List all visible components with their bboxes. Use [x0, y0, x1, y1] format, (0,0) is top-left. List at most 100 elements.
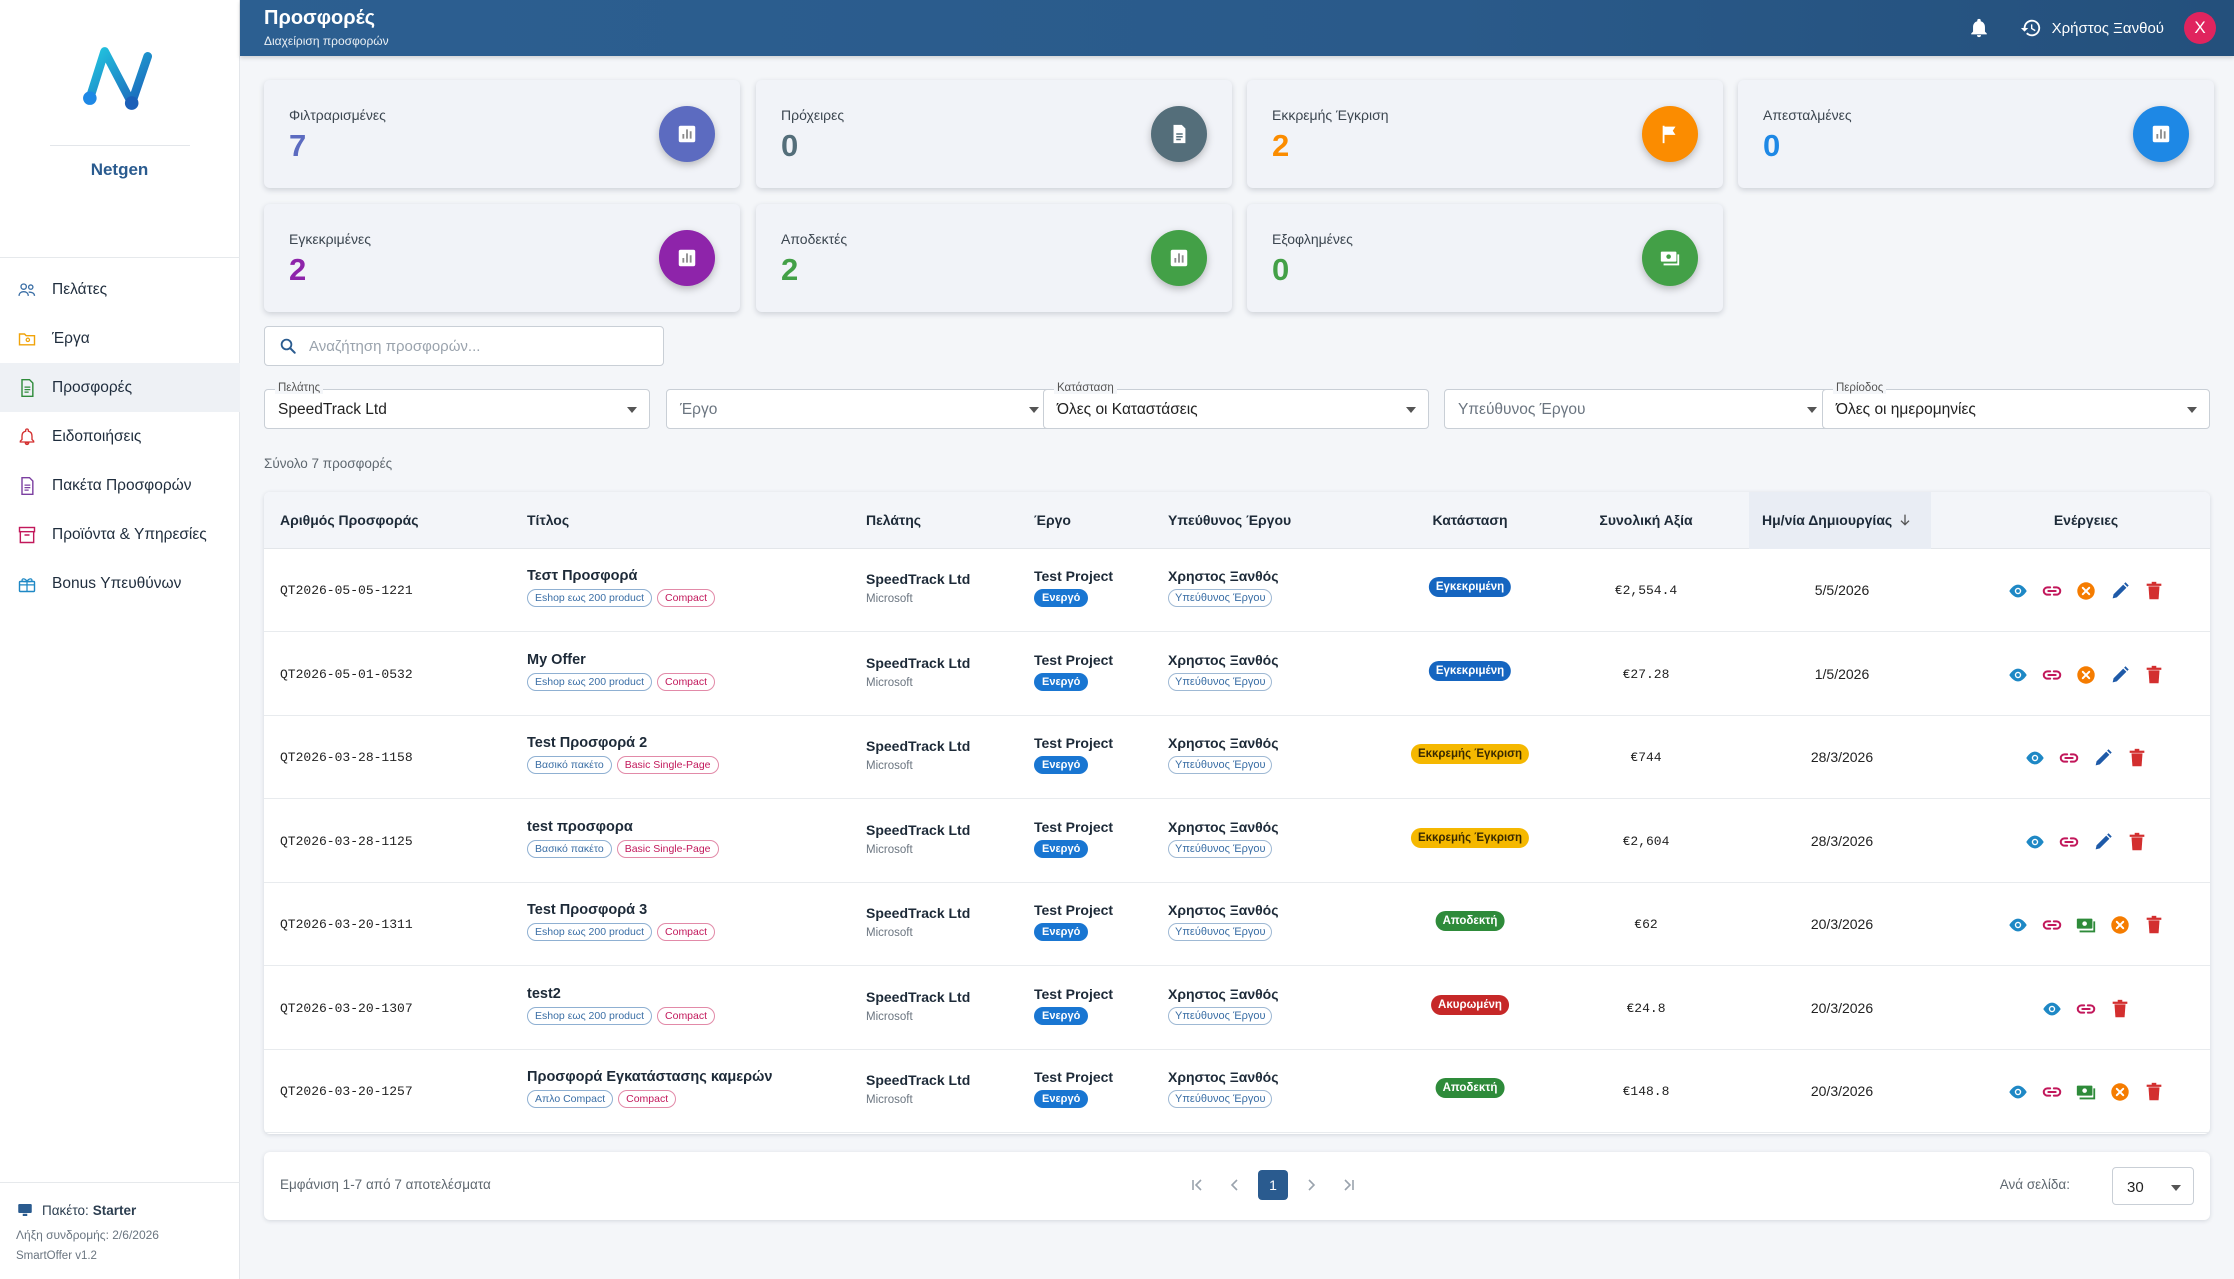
stat-card[interactable]: Φιλτραρισμένες 7 [264, 80, 740, 188]
stat-card[interactable]: Απεσταλμένες 0 [1738, 80, 2214, 188]
stat-card[interactable]: Αποδεκτές 2 [756, 204, 1232, 312]
view-eye-icon[interactable] [2006, 1080, 2030, 1104]
delete-trash-icon[interactable] [2142, 663, 2166, 687]
view-eye-icon[interactable] [2040, 997, 2064, 1021]
sidebar-item-2[interactable]: Έργα [0, 314, 240, 363]
mark-paid-money-icon[interactable] [2074, 913, 2098, 937]
delete-trash-icon[interactable] [2125, 830, 2149, 854]
cancel-circle-icon[interactable] [2074, 663, 2098, 687]
copy-link-icon[interactable] [2057, 830, 2081, 854]
table-row[interactable]: QT2026-03-20-1257 Προσφορά Εγκατάστασης κ… [264, 1050, 2210, 1133]
offer-title[interactable]: test προσφορα [527, 818, 633, 835]
col-number[interactable]: Αριθμός Προσφοράς [280, 512, 419, 528]
table-row[interactable]: QT2026-05-01-0532 My Offer Eshop εως 200 p… [264, 633, 2210, 716]
col-actions: Ενέργειες [2053, 512, 2119, 528]
responsible-role-tag: Υπεύθυνος Έργου [1168, 672, 1273, 691]
stat-card[interactable]: Εξοφλημένες 0 [1247, 204, 1723, 312]
chart-icon [659, 230, 715, 286]
history-icon[interactable] [2020, 17, 2042, 39]
col-total[interactable]: Συνολική Αξία [1599, 512, 1693, 528]
col-status[interactable]: Κατάσταση [1432, 512, 1508, 528]
offer-number[interactable]: QT2026-03-20-1257 [280, 1084, 413, 1099]
search-box[interactable] [264, 326, 664, 366]
offer-number[interactable]: QT2026-03-20-1307 [280, 1000, 413, 1016]
offer-number[interactable]: QT2026-03-28-1125 [280, 833, 413, 849]
table-row[interactable]: QT2026-03-28-1158 Test Προσφορά 2 Βασικό π… [264, 716, 2210, 799]
cancel-circle-icon[interactable] [2108, 913, 2132, 937]
sidebar-item-4[interactable]: Ειδοποιήσεις [0, 412, 240, 461]
customer-name: SpeedTrack Ltd [866, 988, 971, 1005]
table-row[interactable]: QT2026-03-28-1125 test προσφορα Βασικό πακ… [264, 800, 2210, 883]
delete-trash-icon[interactable] [2142, 1080, 2166, 1104]
stat-card[interactable]: Εκκρεμής Έγκριση 2 [1247, 80, 1723, 188]
total-amount: €24.8 [1626, 1000, 1666, 1016]
copy-link-icon[interactable] [2074, 997, 2098, 1021]
col-created[interactable]: Ημ/νία Δημιουργίας [1762, 512, 1913, 528]
offer-title[interactable]: Test Προσφορά 3 [527, 902, 648, 918]
view-eye-icon[interactable] [2006, 663, 2030, 687]
sidebar-item-3[interactable]: Προσφορές [0, 363, 240, 412]
sidebar-item-1[interactable]: Πελάτες [0, 265, 240, 314]
prev-page-icon[interactable] [1220, 1170, 1250, 1200]
view-eye-icon[interactable] [2023, 746, 2047, 770]
per-page-select[interactable]: 30 [2112, 1167, 2194, 1205]
edit-pencil-icon[interactable] [2108, 663, 2132, 687]
user-name[interactable]: Χρήστος Ξανθού [2051, 19, 2164, 37]
delete-trash-icon[interactable] [2142, 913, 2166, 937]
filter-select[interactable]: Έργο [666, 389, 1052, 429]
sidebar-item-6[interactable]: Προϊόντα & Υπηρεσίες [0, 510, 240, 559]
view-eye-icon[interactable] [2006, 579, 2030, 603]
col-customer[interactable]: Πελάτης [866, 512, 922, 528]
sidebar-item-5[interactable]: Πακέτα Προσφορών [0, 461, 240, 510]
view-eye-icon[interactable] [2006, 913, 2030, 937]
stat-card[interactable]: Πρόχειρες 0 [756, 80, 1232, 188]
edit-pencil-icon[interactable] [2108, 579, 2132, 603]
view-eye-icon[interactable] [2023, 830, 2047, 854]
col-title[interactable]: Τίτλος [527, 512, 570, 528]
copy-link-icon[interactable] [2040, 579, 2064, 603]
copy-link-icon[interactable] [2040, 913, 2064, 937]
customer-company: Microsoft [866, 1094, 913, 1106]
user-avatar[interactable]: X [2184, 12, 2216, 44]
next-page-icon[interactable] [1296, 1170, 1326, 1200]
offer-number[interactable]: QT2026-05-05-1221 [280, 583, 413, 598]
offer-title[interactable]: test2 [527, 985, 561, 1002]
cancel-circle-icon[interactable] [2108, 1080, 2132, 1104]
search-input[interactable] [309, 337, 649, 355]
offer-title[interactable]: My Offer [527, 651, 586, 668]
col-project[interactable]: Έργο [1034, 512, 1071, 528]
delete-trash-icon[interactable] [2142, 579, 2166, 603]
col-responsible[interactable]: Υπεύθυνος Έργου [1168, 512, 1292, 528]
copy-link-icon[interactable] [2040, 1080, 2064, 1104]
delete-trash-icon[interactable] [2108, 997, 2132, 1021]
copy-link-icon[interactable] [2057, 746, 2081, 770]
edit-pencil-icon[interactable] [2091, 830, 2115, 854]
table-row[interactable]: QT2026-03-20-1307 test2 Eshop εως 200 prod… [264, 967, 2210, 1050]
offer-tags: Βασικό πακέτο Basic Single-Page [527, 839, 724, 858]
first-page-icon[interactable] [1182, 1170, 1212, 1200]
offer-number[interactable]: QT2026-05-01-0532 [280, 666, 413, 682]
edit-pencil-icon[interactable] [2091, 746, 2115, 770]
cancel-circle-icon[interactable] [2074, 579, 2098, 603]
current-page-button[interactable]: 1 [1258, 1170, 1288, 1200]
offer-title[interactable]: Τεστ Προσφορά [527, 568, 638, 584]
delete-trash-icon[interactable] [2125, 746, 2149, 770]
filter-select[interactable]: Πελάτης SpeedTrack Ltd [264, 382, 650, 429]
table-row[interactable]: QT2026-03-20-1311 Test Προσφορά 3 Eshop εω… [264, 883, 2210, 966]
filter-select[interactable]: Υπεύθυνος Έργου [1444, 389, 1830, 429]
offer-title[interactable]: Test Προσφορά 2 [527, 735, 648, 751]
stat-card[interactable]: Εγκεκριμένες 2 [264, 204, 740, 312]
copy-link-icon[interactable] [2040, 663, 2064, 687]
filter-select[interactable]: Περίοδος Όλες οι ημερομηνίες [1822, 382, 2210, 429]
last-page-icon[interactable] [1334, 1170, 1364, 1200]
filter-select[interactable]: Κατάσταση Όλες οι Καταστάσεις [1043, 382, 1429, 429]
project-status-badge: Ενεργό [1034, 672, 1089, 691]
offer-number[interactable]: QT2026-03-20-1311 [280, 917, 413, 932]
notifications-bell-icon[interactable] [1968, 17, 1990, 39]
offer-title[interactable]: Προσφορά Εγκατάστασης καμερών [527, 1069, 773, 1085]
mark-paid-money-icon[interactable] [2074, 1080, 2098, 1104]
offer-number[interactable]: QT2026-03-28-1158 [280, 750, 413, 765]
search-icon [280, 338, 296, 354]
sidebar-item-7[interactable]: Bonus Υπευθύνων [0, 559, 240, 608]
table-row[interactable]: QT2026-05-05-1221 Τεστ Προσφορά Eshop εως … [264, 549, 2210, 632]
